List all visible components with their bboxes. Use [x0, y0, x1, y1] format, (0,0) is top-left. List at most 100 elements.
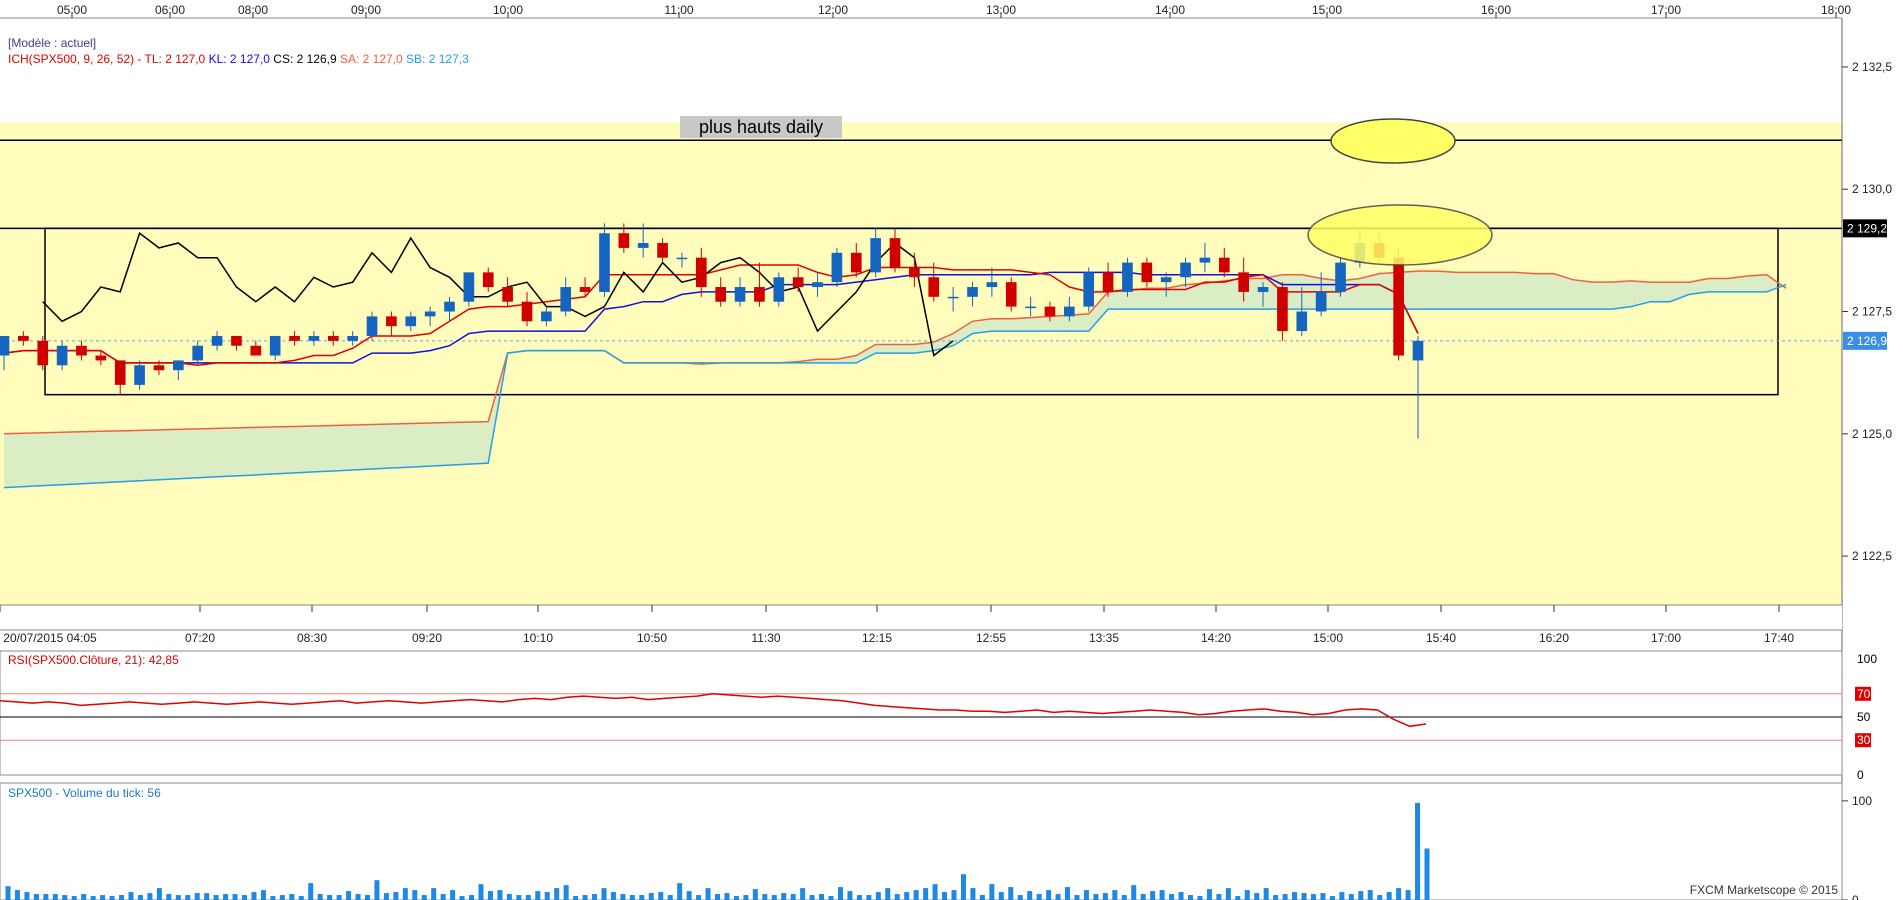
candle-body — [812, 282, 823, 288]
candle-body — [347, 335, 358, 341]
volume-bar — [90, 896, 96, 900]
bottom-tick-label: 10:10 — [523, 631, 553, 645]
volume-bar — [1339, 892, 1345, 900]
volume-bar — [752, 889, 758, 900]
volume-bar — [847, 891, 853, 900]
volume-bar — [109, 896, 115, 900]
volume-bar — [658, 892, 664, 900]
volume-bar — [781, 893, 787, 900]
candle-body — [947, 296, 959, 299]
senkou-span-b — [3, 283, 1787, 489]
candle-body — [831, 252, 843, 283]
volume-bar — [24, 892, 30, 900]
volume-bar — [866, 895, 872, 900]
top-tick-label: 18:00 — [1821, 3, 1851, 17]
volume-bar — [554, 888, 560, 900]
volume-bar — [592, 894, 598, 900]
rsi-axis-label: 100 — [1857, 652, 1877, 666]
bottom-tick-label: 07:20 — [185, 631, 215, 645]
volume-bar — [1027, 891, 1033, 900]
volume-bar — [43, 894, 49, 900]
volume-bar — [81, 894, 87, 900]
candle-body — [1160, 277, 1172, 283]
watermark: FXCM Marketscope © 2015 — [1690, 883, 1839, 897]
volume-bar — [667, 895, 673, 900]
rsi-panel — [0, 650, 1843, 776]
volume-bar — [1036, 894, 1042, 900]
volume-bar — [298, 896, 304, 900]
highlight-ellipse-lower — [1307, 204, 1493, 266]
candle-body — [1412, 340, 1424, 361]
volume-bar — [1396, 888, 1402, 900]
bottom-tick-label: 15:40 — [1426, 631, 1456, 645]
price-tick-label: 2 132,5 — [1852, 60, 1892, 74]
volume-bar — [875, 892, 881, 900]
volume-bar — [1083, 890, 1089, 900]
volume-bar — [610, 892, 616, 900]
volume-bar — [119, 895, 125, 900]
volume-bar — [469, 895, 475, 900]
volume-bar — [242, 895, 247, 900]
rsi-axis-label: 70 — [1857, 687, 1871, 701]
cloud-fill — [4, 271, 1786, 488]
volume-panel — [0, 782, 1843, 900]
volume-bar — [355, 894, 361, 900]
volume-bar — [724, 893, 730, 900]
candle-body — [773, 277, 785, 302]
volume-bar — [317, 894, 323, 900]
candle-body — [134, 365, 145, 385]
top-time-axis: 05:00 06:00 08:00 09:00 10:00 11:00 12:00 13:00… — [57, 3, 1851, 18]
volume-bar — [440, 894, 446, 900]
annotation-box — [680, 116, 842, 138]
volume-bar — [5, 886, 11, 900]
volume-bar — [1102, 893, 1108, 900]
volume-bar — [412, 890, 418, 900]
top-tick-label: 15:00 — [1312, 3, 1342, 17]
ichimoku-legend-item: KL: 2 127,0 — [209, 52, 274, 66]
volume-bar — [1055, 894, 1061, 900]
volume-bar — [175, 895, 181, 900]
volume-bar — [1386, 892, 1392, 900]
volume-bar — [1008, 887, 1014, 900]
senkou-span-a — [3, 270, 1787, 435]
volume-bar — [364, 895, 370, 900]
volume-bar — [1046, 890, 1052, 900]
candle-body — [308, 335, 320, 341]
volume-bar — [270, 896, 276, 900]
bottom-tick-label: 12:55 — [976, 631, 1006, 645]
candle-body — [37, 340, 49, 366]
candle-body — [618, 233, 630, 248]
volume-bar — [156, 888, 162, 900]
candle-body — [1005, 282, 1017, 307]
volume-bar — [535, 891, 541, 900]
tenkan-line — [3, 264, 1419, 367]
volume-bar — [1282, 894, 1288, 900]
bottom-tick-label: 08:30 — [297, 631, 327, 645]
volume-bar — [62, 895, 68, 900]
volume-bar — [923, 888, 929, 900]
candle-body — [386, 316, 397, 327]
volume-bar — [232, 894, 238, 900]
volume-bar — [450, 890, 456, 900]
range-box — [44, 227, 1779, 396]
candle-body — [1218, 257, 1230, 273]
top-tick-label: 11:00 — [664, 3, 693, 17]
volume-bar — [1216, 894, 1222, 900]
volume-bar — [1150, 891, 1156, 900]
candle-body — [76, 345, 87, 356]
price-tick-label: 2 122,5 — [1852, 549, 1892, 563]
top-tick-label: 12:00 — [818, 3, 848, 17]
candle-body — [463, 272, 475, 302]
volume-bar — [1405, 890, 1411, 900]
candle-body — [1335, 262, 1346, 292]
volume-bar — [771, 895, 777, 900]
volume-bar — [374, 880, 380, 900]
ichimoku-cloud — [4, 271, 1786, 488]
volume-bars: 100 0 — [5, 794, 1872, 900]
volume-bar — [894, 894, 900, 900]
volume-bar — [1197, 896, 1203, 900]
candle-body — [986, 282, 998, 288]
volume-bar — [743, 895, 749, 900]
ichimoku-legend-item: TL: 2 127,0 — [145, 52, 209, 66]
ichimoku-legend-item: CS: 2 126,9 — [273, 52, 340, 66]
